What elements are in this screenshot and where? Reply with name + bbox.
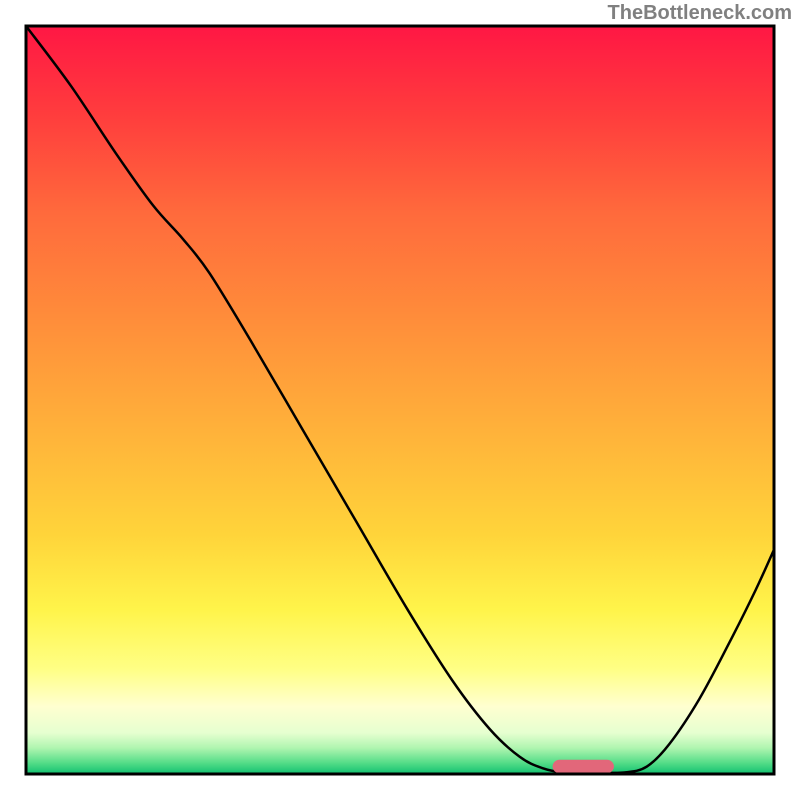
chart-svg: [0, 0, 800, 800]
plot-background: [26, 26, 774, 774]
watermark-text: TheBottleneck.com: [608, 2, 792, 25]
bottleneck-chart: TheBottleneck.com: [0, 0, 800, 800]
optimal-marker: [553, 760, 614, 773]
